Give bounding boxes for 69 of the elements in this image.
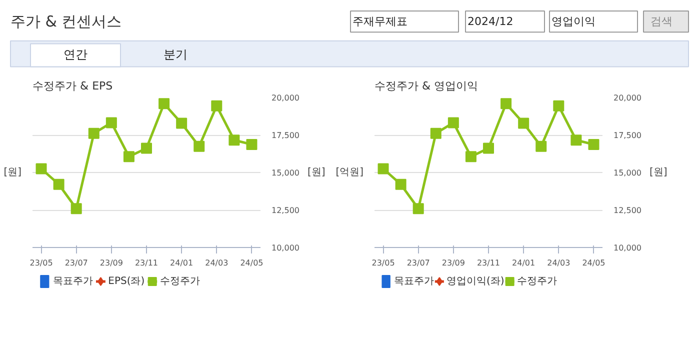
text: 연간 xyxy=(64,47,88,62)
y2-tick-label: 20,000 xyxy=(614,94,642,102)
legend-label: EPS(좌) xyxy=(108,276,145,287)
point xyxy=(518,118,530,129)
point xyxy=(123,151,134,162)
y2-tick-label: 20,000 xyxy=(272,94,300,102)
legend-label: 목표주가 xyxy=(52,276,93,287)
point xyxy=(588,138,600,150)
y2-axis-title: [원] xyxy=(649,167,668,178)
point xyxy=(106,117,117,128)
x-tick-label: 24/01 xyxy=(170,258,194,268)
y2-tick-label: 17,500 xyxy=(614,131,642,140)
y-axis-title: [원] xyxy=(4,167,22,178)
point xyxy=(246,138,258,150)
legend-label: 수정주가 xyxy=(516,276,557,287)
x-tick-label: 24/01 xyxy=(512,258,536,268)
text: 주가 & 컨센서스 xyxy=(10,12,122,31)
x-tick-label: 24/03 xyxy=(547,258,570,268)
point xyxy=(194,140,205,152)
x-tick-label: 23/09 xyxy=(442,258,465,268)
point xyxy=(36,163,47,174)
point xyxy=(141,142,152,154)
point xyxy=(500,98,512,110)
y2-tick-label: 10,000 xyxy=(614,244,642,252)
legend-label: 수정주가 xyxy=(160,276,200,287)
x-tick-label: 23/05 xyxy=(30,258,53,268)
x-tick-label: 23/07 xyxy=(64,258,88,268)
y2-tick-label: 12,500 xyxy=(272,206,300,215)
point xyxy=(70,203,82,214)
x-tick-label: 23/11 xyxy=(134,258,158,268)
x-tick-label: 23/07 xyxy=(406,258,430,268)
y2-tick-label: 17,500 xyxy=(272,131,300,140)
x-tick-label: 23/05 xyxy=(372,258,395,268)
text: 주재무제표 xyxy=(352,15,408,28)
point xyxy=(88,128,100,139)
legend-label: 목표주가 xyxy=(394,276,434,287)
y2-tick-label: 10,000 xyxy=(272,244,300,252)
legend-label: 영업이익(좌) xyxy=(446,276,504,287)
text: 영업이익 xyxy=(552,15,596,28)
x-tick-label: 23/11 xyxy=(476,258,500,268)
y2-axis-title: [원] xyxy=(307,167,326,178)
point xyxy=(448,117,459,128)
point xyxy=(395,178,406,190)
point xyxy=(536,140,547,152)
chart-title: 수정주가 & 영업이익 xyxy=(374,80,478,92)
text: 2024/12 xyxy=(468,15,514,28)
point xyxy=(430,128,442,139)
chart-title: 수정주가 & EPS xyxy=(32,80,113,92)
point xyxy=(176,118,188,129)
y2-tick-label: 15,000 xyxy=(272,168,300,178)
y2-tick-label: 12,500 xyxy=(614,206,642,215)
x-tick-label: 23/09 xyxy=(100,258,123,268)
text: 검색 xyxy=(650,15,672,28)
point xyxy=(211,100,222,112)
text: 분기 xyxy=(164,47,188,62)
x-tick-label: 24/05 xyxy=(582,258,606,268)
y-axis-title: [억원] xyxy=(336,167,364,178)
point xyxy=(570,134,582,146)
y2-tick-label: 15,000 xyxy=(614,168,642,178)
point xyxy=(465,151,476,162)
point xyxy=(412,203,424,214)
point xyxy=(378,163,389,174)
x-tick-label: 24/05 xyxy=(240,258,264,268)
point xyxy=(483,142,494,154)
point xyxy=(53,178,64,190)
point xyxy=(158,98,170,110)
x-tick-label: 24/03 xyxy=(205,258,228,268)
point xyxy=(553,100,564,112)
point xyxy=(228,134,240,146)
